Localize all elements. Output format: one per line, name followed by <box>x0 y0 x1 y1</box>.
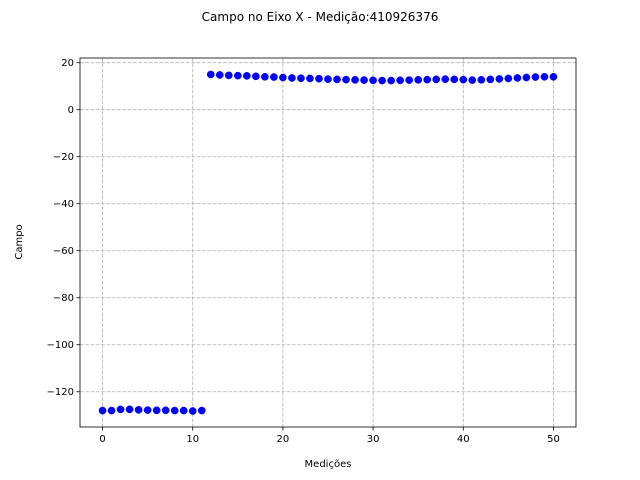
data-point <box>315 74 323 83</box>
data-point <box>495 75 504 83</box>
data-point <box>279 73 287 82</box>
data-point <box>441 75 450 84</box>
data-point <box>387 76 395 85</box>
data-point <box>486 75 495 84</box>
data-point <box>188 407 197 415</box>
y-tick-label: 0 <box>68 105 74 116</box>
data-point <box>531 73 540 81</box>
data-point <box>261 72 269 81</box>
data-point <box>224 71 233 80</box>
data-point <box>252 72 260 81</box>
data-point <box>161 406 170 415</box>
data-point <box>197 406 206 415</box>
x-tick-label: 0 <box>99 434 105 445</box>
data-point <box>143 406 152 414</box>
grid <box>80 58 576 427</box>
data-point <box>522 73 531 82</box>
data-point <box>270 73 278 81</box>
data-points <box>98 70 558 415</box>
x-tick-label: 40 <box>457 434 470 445</box>
data-point <box>242 72 251 80</box>
data-point <box>134 405 143 414</box>
data-point <box>405 76 414 84</box>
data-point <box>306 74 314 83</box>
plot-frame <box>79 57 577 428</box>
data-point <box>297 74 305 83</box>
x-axis-ticks: 0 10 20 30 40 50 <box>99 427 560 445</box>
y-tick-label: −60 <box>53 246 74 257</box>
data-point <box>459 75 468 84</box>
data-point <box>477 76 486 84</box>
data-point <box>206 70 215 79</box>
y-axis-label: Campo <box>14 224 25 259</box>
data-point <box>179 406 188 415</box>
x-tick-label: 50 <box>547 434 560 445</box>
data-point <box>233 71 242 80</box>
data-point <box>360 76 368 84</box>
data-point <box>450 75 459 84</box>
data-point <box>432 75 441 84</box>
data-point <box>414 76 423 84</box>
x-tick-label: 10 <box>186 434 199 445</box>
data-point <box>152 406 161 415</box>
y-tick-label: −120 <box>47 387 74 398</box>
data-point <box>125 405 134 414</box>
data-point <box>549 72 558 81</box>
data-point <box>540 72 549 81</box>
x-tick-label: 30 <box>367 434 380 445</box>
data-point <box>98 406 107 415</box>
x-axis-label: Medições <box>305 459 352 470</box>
x-tick-label: 20 <box>277 434 290 445</box>
y-axis-ticks: 20 0 −20 −40 −60 −80 −100 −120 <box>47 58 80 398</box>
data-point <box>423 75 432 84</box>
data-point <box>378 76 386 85</box>
data-point <box>513 74 522 82</box>
chart-title: Campo no Eixo X - Medição:410926376 <box>202 10 439 24</box>
y-tick-label: −80 <box>53 293 74 304</box>
data-point <box>107 406 116 415</box>
y-tick-label: 20 <box>61 58 74 69</box>
data-point <box>504 74 513 83</box>
y-tick-label: −100 <box>47 340 74 351</box>
y-tick-label: −40 <box>53 199 74 210</box>
data-point <box>351 76 359 84</box>
data-point <box>396 76 404 85</box>
data-point <box>369 76 377 85</box>
data-point <box>342 75 350 84</box>
y-tick-label: −20 <box>53 152 74 163</box>
data-point <box>468 76 477 84</box>
data-point <box>215 71 224 79</box>
data-point <box>170 406 179 415</box>
data-point <box>116 405 125 414</box>
data-point <box>333 75 341 84</box>
data-point <box>288 74 296 82</box>
data-point <box>324 75 332 84</box>
